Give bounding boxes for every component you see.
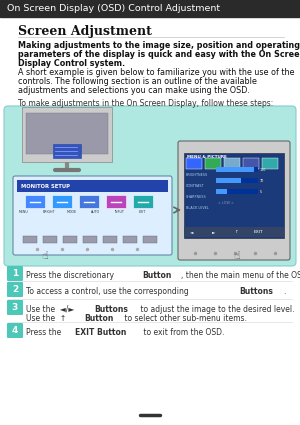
Bar — [216, 167, 254, 172]
Text: On Screen Display (OSD) Control Adjustment: On Screen Display (OSD) Control Adjustme… — [7, 4, 220, 13]
Bar — [0, 0, 300, 17]
Text: 100: 100 — [260, 168, 266, 172]
Text: EXIT Button: EXIT Button — [74, 328, 126, 337]
FancyBboxPatch shape — [7, 323, 23, 338]
FancyBboxPatch shape — [4, 106, 296, 266]
Text: Display Control system.: Display Control system. — [18, 59, 125, 68]
FancyBboxPatch shape — [7, 282, 23, 297]
Text: Press the discretionary: Press the discretionary — [26, 271, 116, 280]
Bar — [224, 158, 240, 169]
Bar — [25, 195, 45, 208]
Text: CONTRAST: CONTRAST — [186, 184, 205, 188]
Text: BRIGHTNESS: BRIGHTNESS — [186, 173, 208, 177]
Text: 1: 1 — [12, 269, 18, 278]
Bar — [216, 189, 258, 194]
Text: AUTO: AUTO — [91, 210, 100, 214]
Bar — [184, 153, 284, 238]
Bar — [262, 158, 278, 169]
Text: INPUT: INPUT — [115, 210, 125, 214]
Text: 4: 4 — [12, 326, 18, 335]
Text: ☝: ☝ — [42, 251, 48, 261]
Bar — [52, 195, 72, 208]
Text: BLACK LEVEL: BLACK LEVEL — [186, 206, 208, 210]
Text: .: . — [283, 287, 285, 296]
Bar — [83, 236, 97, 243]
Bar — [216, 178, 241, 183]
Bar — [186, 158, 202, 169]
Text: Use the  ◄/►: Use the ◄/► — [26, 305, 79, 314]
Text: 70: 70 — [260, 179, 264, 183]
Text: 2: 2 — [12, 285, 18, 294]
Text: < LOW >: < LOW > — [218, 201, 234, 205]
Text: controls. The following section is an outline of the available: controls. The following section is an ou… — [18, 77, 257, 86]
Text: , then the main menu of the OSD appears.: , then the main menu of the OSD appears. — [181, 271, 300, 280]
Bar — [23, 236, 37, 243]
Bar — [133, 195, 153, 208]
Bar — [205, 158, 221, 169]
Text: EXIT: EXIT — [253, 230, 263, 234]
Text: Button: Button — [142, 271, 172, 280]
Bar — [43, 236, 57, 243]
Bar — [53, 144, 81, 158]
Text: 3: 3 — [12, 303, 18, 312]
Text: Use the  ↑: Use the ↑ — [26, 314, 71, 323]
Bar — [123, 236, 137, 243]
Text: MONITOR SETUP: MONITOR SETUP — [21, 184, 70, 189]
Text: MENU: MENU — [19, 210, 29, 214]
Bar — [216, 189, 226, 194]
Text: SHARPNESS: SHARPNESS — [186, 195, 207, 199]
Bar — [106, 195, 126, 208]
Bar — [216, 167, 258, 172]
FancyBboxPatch shape — [7, 266, 23, 281]
Text: 5: 5 — [260, 190, 262, 194]
Bar — [26, 113, 108, 154]
Text: To access a control, use the corresponding: To access a control, use the correspondi… — [26, 287, 191, 296]
Text: Press the: Press the — [26, 328, 64, 337]
FancyBboxPatch shape — [7, 300, 23, 315]
Text: BRIGHT: BRIGHT — [43, 210, 56, 214]
Bar — [143, 236, 157, 243]
FancyBboxPatch shape — [13, 176, 172, 255]
Text: adjustments and selections you can make using the OSD.: adjustments and selections you can make … — [18, 86, 250, 95]
Bar — [17, 180, 168, 192]
Bar — [103, 236, 117, 243]
Text: to adjust the image to the desired level.: to adjust the image to the desired level… — [138, 305, 295, 314]
Text: ◄: ◄ — [190, 230, 194, 234]
Text: ☝: ☝ — [234, 251, 240, 261]
Bar — [243, 158, 259, 169]
Bar — [216, 178, 258, 183]
Text: MODE: MODE — [67, 210, 77, 214]
Text: to select other sub-menu items.: to select other sub-menu items. — [122, 314, 247, 323]
Text: To make adjustments in the On Screen Display, follow these steps:: To make adjustments in the On Screen Dis… — [18, 99, 273, 108]
Bar — [79, 195, 99, 208]
Text: to exit from the OSD.: to exit from the OSD. — [141, 328, 224, 337]
Text: Buttons: Buttons — [239, 287, 273, 296]
Text: ►: ► — [212, 230, 216, 234]
Text: Screen Adjustment: Screen Adjustment — [18, 25, 152, 38]
FancyBboxPatch shape — [178, 141, 290, 260]
Text: Buttons: Buttons — [94, 305, 128, 314]
Text: MENU & PICTURE: MENU & PICTURE — [187, 155, 227, 159]
Bar — [22, 107, 112, 162]
Text: Making adjustments to the image size, position and operating: Making adjustments to the image size, po… — [18, 41, 300, 50]
Text: A short example is given below to familiarize you with the use of the: A short example is given below to famili… — [18, 68, 295, 77]
Bar — [184, 227, 284, 237]
Text: ↑: ↑ — [234, 230, 238, 234]
Text: Button: Button — [84, 314, 113, 323]
Text: EXIT: EXIT — [139, 210, 146, 214]
Text: parameters of the display is quick and easy with the On Screen: parameters of the display is quick and e… — [18, 50, 300, 59]
Bar — [63, 236, 77, 243]
